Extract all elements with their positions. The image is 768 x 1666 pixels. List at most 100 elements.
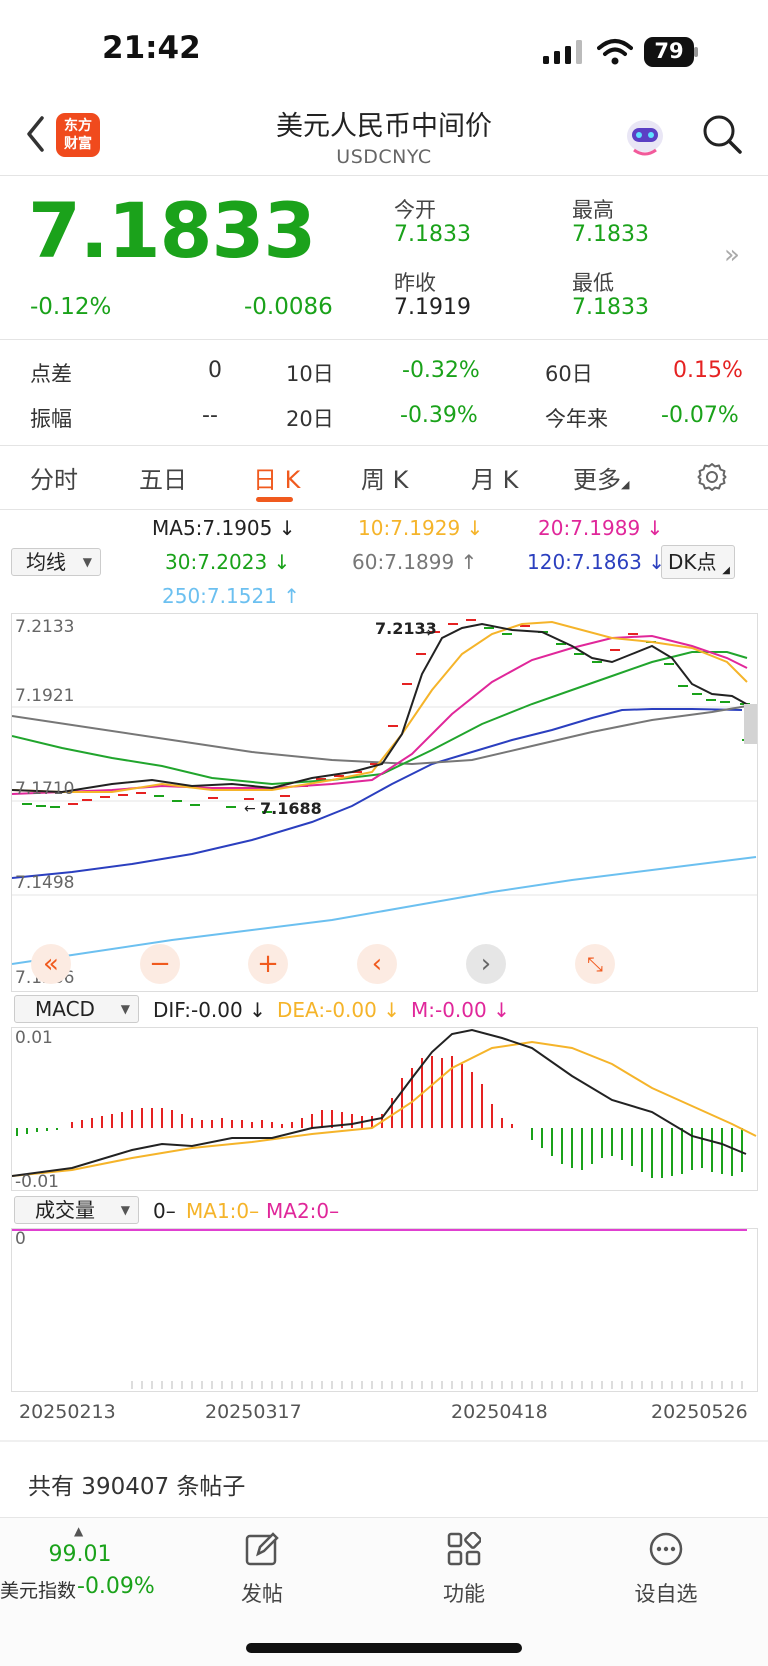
ma5-line <box>12 622 751 794</box>
macd-chart[interactable]: 0.01 -0.01 <box>11 1027 758 1192</box>
scroll-far-left-button[interactable]: « <box>31 944 71 984</box>
macd-y-top: 0.01 <box>15 1028 53 1048</box>
status-time: 21:42 <box>102 30 201 66</box>
y-axis-label: 7.1710 <box>15 779 75 799</box>
tab-daily-k[interactable]: 日 K <box>253 466 301 494</box>
dollar-index-label[interactable]: 美元指数 <box>0 1580 77 1602</box>
macd-selector[interactable]: MACD ▼ <box>14 995 139 1023</box>
indicator-selector-label: 均线 <box>26 550 66 574</box>
scroll-left-button[interactable]: ‹ <box>357 944 397 984</box>
volume-chart[interactable]: 0 <box>11 1228 758 1392</box>
ma60-line <box>12 705 748 766</box>
page-title: 美元人民币中间价 <box>276 111 492 142</box>
robot-assistant-icon[interactable] <box>622 114 668 158</box>
cellular-signal-icon <box>543 40 582 64</box>
dollar-index-value[interactable]: 99.01 <box>48 1542 112 1567</box>
volume-selector[interactable]: 成交量 ▼ <box>14 1196 139 1224</box>
low-value: 7.1833 <box>572 295 649 320</box>
y-axis-label: 7.1921 <box>15 686 75 706</box>
20d-value: -0.39% <box>400 403 478 428</box>
volume-ma2: MA2:0– <box>266 1199 340 1223</box>
settings-gear-icon[interactable] <box>697 462 727 492</box>
ma250-label: 250:7.1521 ↑ <box>162 584 301 608</box>
tab-five-day[interactable]: 五日 <box>139 466 187 494</box>
macd-selector-label: MACD <box>35 997 95 1021</box>
macd-m: M:-0.00 ↓ <box>411 998 510 1022</box>
post-count[interactable]: 共有 390407 条帖子 <box>28 1474 246 1500</box>
low-marker-arrow: ← <box>244 801 256 817</box>
open-value: 7.1833 <box>394 222 471 247</box>
chart-scroll-handle <box>744 704 757 744</box>
ma20-line <box>12 634 748 795</box>
divider <box>0 339 768 340</box>
indicator-selector[interactable]: 均线 ▼ <box>11 548 101 576</box>
scroll-right-button[interactable]: › <box>466 944 506 984</box>
dk-point-button[interactable]: DK点 ◢ <box>661 545 735 579</box>
current-price: 7.1833 <box>28 186 316 275</box>
active-tab-indicator <box>256 497 293 502</box>
dk-point-label: DK点 <box>668 550 717 574</box>
macd-dif-line <box>12 1028 747 1177</box>
amplitude-label: 振幅 <box>30 407 72 431</box>
eastmoney-logo: 东方 财富 <box>56 113 100 157</box>
divider <box>0 509 768 510</box>
volume-ma1: MA1:0– <box>186 1199 260 1223</box>
macd-positive-bars <box>71 1056 513 1128</box>
kline-high-marker: 7.2133 <box>375 619 437 638</box>
spread-label: 点差 <box>30 362 72 386</box>
logo-text-bottom: 财富 <box>64 136 92 152</box>
volume-ma-line <box>12 1229 747 1231</box>
date-label: 20250317 <box>205 1401 302 1423</box>
prev-close-label: 昨收 <box>394 271 436 295</box>
post-button[interactable]: 发帖 <box>230 1526 294 1616</box>
compose-icon <box>245 1532 279 1566</box>
tab-more[interactable]: 更多◢ <box>573 466 630 494</box>
high-value: 7.1833 <box>572 222 649 247</box>
grid-apps-icon <box>447 1532 481 1566</box>
macd-dif: DIF:-0.00 ↓ <box>153 998 266 1022</box>
20d-label: 20日 <box>286 407 334 431</box>
instrument-code: USDCNYC <box>336 146 432 168</box>
home-indicator <box>246 1643 522 1653</box>
tab-intraday[interactable]: 分时 <box>30 466 78 494</box>
open-label: 今开 <box>394 198 436 222</box>
fullscreen-icon[interactable]: ⤡ <box>575 944 615 984</box>
ma10-line <box>12 620 748 793</box>
ma30-line <box>12 651 748 786</box>
macd-chart-canvas <box>12 1028 757 1178</box>
spread-value: 0 <box>208 358 222 383</box>
battery-icon: 79 <box>644 37 700 67</box>
add-watchlist-label: 设自选 <box>634 1582 698 1606</box>
bottom-toolbar: ▲ 99.01 美元指数 -0.09% 发帖 功能 设自选 <box>0 1517 768 1666</box>
high-marker-arrow: → <box>420 625 432 641</box>
ma30-label: 30:7.2023 ↓ <box>165 550 291 574</box>
index-up-icon: ▲ <box>74 1524 84 1538</box>
volume-y-label: 0 <box>15 1229 26 1249</box>
expand-details-icon[interactable]: » <box>724 240 740 270</box>
logo-text-top: 东方 <box>64 118 92 134</box>
add-watchlist-button[interactable]: 设自选 <box>624 1526 708 1616</box>
divider <box>0 175 768 176</box>
dollar-index-change[interactable]: -0.09% <box>77 1574 155 1599</box>
back-icon[interactable] <box>24 112 48 156</box>
macd-negative-bars <box>16 1128 743 1178</box>
search-icon[interactable] <box>700 112 744 156</box>
volume-value: 0– <box>153 1199 176 1223</box>
low-label: 最低 <box>572 271 614 295</box>
ma5-label: MA5:7.1905 ↓ <box>152 516 296 540</box>
tab-monthly-k[interactable]: 月 K <box>471 466 519 494</box>
kline-chart[interactable]: 7.2133 → ← 7.1688 7.2133 7.1921 7.1710 7… <box>11 613 758 992</box>
battery-level: 79 <box>654 39 684 63</box>
date-label: 20250526 <box>651 1401 748 1423</box>
functions-label: 功能 <box>443 1582 485 1606</box>
kline-chart-canvas: 7.2133 → ← 7.1688 <box>12 619 757 965</box>
zoom-in-button[interactable]: + <box>248 944 288 984</box>
tab-weekly-k[interactable]: 周 K <box>361 466 409 494</box>
functions-button[interactable]: 功能 <box>432 1526 496 1616</box>
ma20-label: 20:7.1989 ↓ <box>538 516 664 540</box>
kline-low-marker: 7.1688 <box>260 799 322 818</box>
change-percent: -0.12% <box>30 294 112 320</box>
divider <box>0 445 768 446</box>
date-label: 20250213 <box>19 1401 116 1423</box>
zoom-out-button[interactable]: − <box>140 944 180 984</box>
